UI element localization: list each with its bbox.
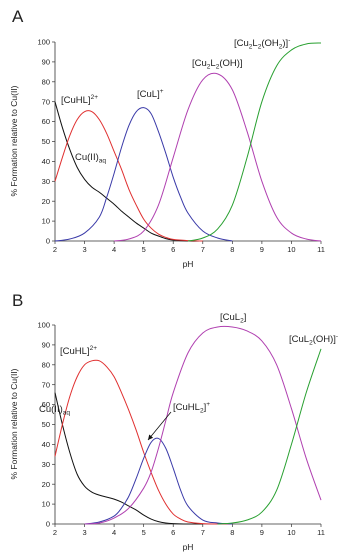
series-line-culh2 (84, 437, 233, 525)
series-line-cuhl (54, 359, 233, 525)
species-label: [CuL2] (220, 312, 246, 325)
x-tick-label: 5 (142, 528, 146, 537)
series-line-cu2l2oh (114, 72, 322, 242)
y-tick-label: 20 (42, 480, 50, 489)
series-line-cu_aq (54, 392, 203, 525)
y-tick-label: 100 (37, 321, 50, 330)
species-label: [Cu2L2(OH)] (192, 58, 243, 71)
x-tick-label: 10 (287, 528, 295, 537)
series-line-cu_aq (54, 101, 203, 242)
x-tick-label: 8 (230, 245, 234, 254)
y-tick-label: 50 (42, 420, 50, 429)
x-tick-label: 3 (82, 528, 86, 537)
x-tick-label: 8 (230, 528, 234, 537)
y-tick-label: 60 (42, 117, 50, 126)
species-label: Cu(II)aq (75, 152, 106, 165)
x-tick-label: 9 (260, 245, 264, 254)
y-tick-label: 50 (42, 137, 50, 146)
species-label: [CuHL2]+ (173, 401, 210, 415)
y-tick-label: 40 (42, 157, 50, 166)
species-label: [Cu2L2(OH2)]- (234, 37, 290, 51)
x-tick-label: 9 (260, 528, 264, 537)
series-line-cul2oh (217, 348, 322, 525)
y-tick-label: 90 (42, 341, 50, 350)
x-axis-label: pH (183, 542, 194, 552)
y-tick-label: 80 (42, 77, 50, 86)
species-label: [CuL]+ (137, 88, 164, 100)
series-line-cul (54, 107, 233, 242)
x-tick-label: 10 (287, 245, 295, 254)
y-tick-label: 40 (42, 440, 50, 449)
y-tick-label: 70 (42, 97, 50, 106)
y-tick-label: 30 (42, 460, 50, 469)
y-axis-label: % Formation relative to Cu(II) (9, 368, 19, 479)
y-tick-label: 90 (42, 58, 50, 67)
x-tick-label: 2 (53, 245, 57, 254)
y-tick-label: 60 (42, 400, 50, 409)
y-tick-label: 0 (46, 237, 50, 246)
y-tick-label: 30 (42, 177, 50, 186)
chart-panel-a: A 0 10 20 30 40 50 60 70 80 90 100 2 3 4 5 6 7 8 9 10 11 pH % F… (9, 7, 325, 269)
y-tick-label: 20 (42, 197, 50, 206)
x-tick-label: 4 (112, 528, 116, 537)
y-tick-label: 10 (42, 217, 50, 226)
x-tick-label: 6 (171, 528, 175, 537)
y-tick-label: 80 (42, 360, 50, 369)
x-tick-label: 2 (53, 528, 57, 537)
species-label: [CuL2(OH)]- (289, 333, 338, 347)
chart-panel-b: B 0 10 20 30 40 50 60 70 80 90 100 2 3 4 5 6 7 8 9 10 11 pH % F… (9, 291, 338, 552)
x-tick-label: 7 (201, 528, 205, 537)
x-tick-label: 5 (142, 245, 146, 254)
panel-letter: B (12, 291, 23, 310)
y-axis-label: % Formation relative to Cu(II) (9, 85, 19, 196)
pointer-arrow-head (148, 434, 154, 440)
x-tick-label: 7 (201, 245, 205, 254)
series-line-cu2l2oh2 (187, 42, 322, 242)
series-line-cul2 (84, 325, 322, 525)
species-label: Cu(II)aq (39, 404, 70, 417)
y-tick-label: 0 (46, 520, 50, 529)
x-tick-label: 11 (317, 245, 325, 254)
y-tick-label: 10 (42, 500, 50, 509)
pointer-arrow-line (147, 411, 172, 441)
x-tick-label: 11 (317, 528, 325, 537)
y-tick-label: 70 (42, 380, 50, 389)
series-line-cuhl (54, 110, 203, 242)
x-tick-label: 6 (171, 245, 175, 254)
x-axis-label: pH (183, 259, 194, 269)
species-label: [CuHL]2+ (61, 94, 98, 106)
x-tick-label: 3 (82, 245, 86, 254)
y-tick-label: 100 (37, 38, 50, 47)
x-tick-label: 4 (112, 245, 116, 254)
species-label: [CuHL]2+ (60, 345, 97, 357)
panel-letter: A (12, 7, 24, 26)
